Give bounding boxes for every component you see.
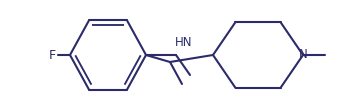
Text: HN: HN (175, 36, 192, 49)
Text: F: F (49, 49, 56, 61)
Text: N: N (299, 49, 307, 61)
